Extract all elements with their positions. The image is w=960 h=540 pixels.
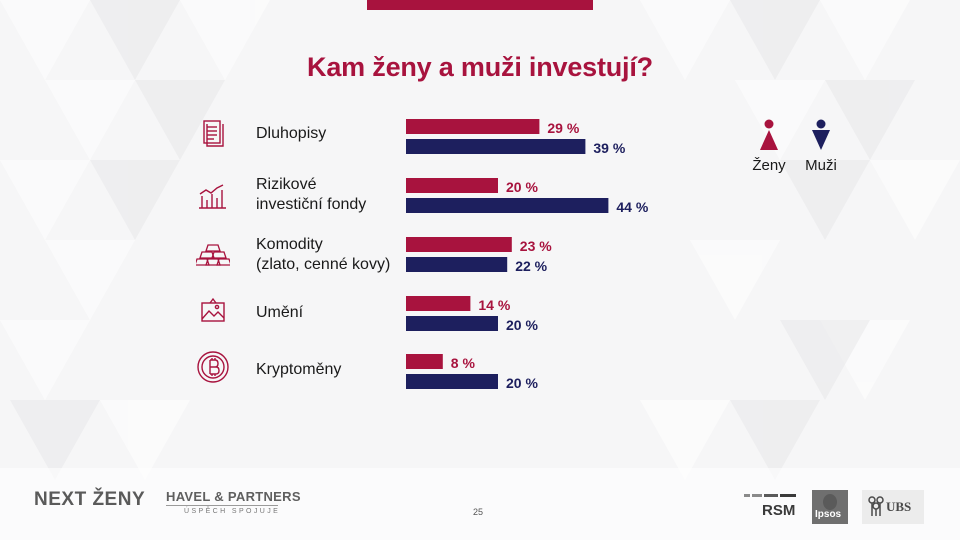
category-label-risky-funds: Rizikové investiční fondy — [256, 176, 367, 213]
legend-women: Ženy — [752, 118, 786, 174]
legend-men: Muži — [804, 118, 838, 174]
value-label-bonds-women: 29 % — [547, 120, 579, 136]
ubs-logo: UBS — [862, 490, 924, 524]
bar-art-women — [406, 296, 471, 311]
bar-art-men — [406, 316, 498, 331]
bar-crypto-men — [406, 374, 498, 389]
legend-men-label: Muži — [805, 157, 837, 174]
value-label-commodities-men: 22 % — [515, 258, 547, 274]
slide-title: Kam ženy a muži investují? — [307, 52, 653, 82]
bar-crypto-women — [406, 354, 443, 369]
page-number: 25 — [473, 507, 484, 517]
rsm-bars-icon — [744, 494, 796, 497]
bar-commodities-men — [406, 257, 508, 272]
value-label-art-men: 20 % — [506, 317, 538, 333]
ipsos-logo-text: Ipsos — [815, 509, 842, 520]
top-accent-bar — [367, 0, 593, 10]
ipsos-logo: Ipsos — [812, 490, 848, 524]
rising-chart-icon — [199, 184, 226, 209]
category-label-art: Umění — [256, 304, 304, 321]
rsm-logo: RSM — [744, 492, 798, 522]
havel-partners-logo: HAVEL & PARTNERS — [166, 489, 301, 504]
rsm-logo-text: RSM — [762, 502, 796, 519]
value-label-crypto-women: 8 % — [451, 355, 476, 371]
value-label-crypto-men: 20 % — [506, 375, 538, 391]
bitcoin-icon — [197, 351, 229, 383]
value-label-risky-funds-women: 20 % — [506, 179, 538, 195]
bar-risky-funds-men — [406, 198, 609, 213]
value-label-risky-funds-men: 44 % — [616, 199, 648, 215]
value-label-commodities-women: 23 % — [520, 238, 552, 254]
ipsos-head-icon — [823, 494, 837, 510]
bar-bonds-men — [406, 139, 586, 154]
bar-commodities-women — [406, 237, 512, 252]
category-label-bonds: Dluhopisy — [256, 125, 327, 142]
ubs-logo-text: UBS — [886, 499, 912, 514]
havel-partners-rule — [166, 505, 278, 506]
bond-document-icon — [203, 120, 224, 147]
bar-risky-funds-women — [406, 178, 498, 193]
man-icon — [812, 119, 830, 150]
gold-bars-icon — [196, 244, 230, 266]
legend-women-label: Ženy — [752, 157, 786, 174]
ubs-keys-icon — [868, 496, 884, 516]
bar-bonds-women — [406, 119, 540, 134]
painting-icon — [201, 297, 225, 322]
value-label-bonds-men: 39 % — [593, 140, 625, 156]
category-label-commodities: Komodity (zlato, cenné kovy) — [256, 236, 391, 273]
next-zeny-logo: NEXT ŽENY — [34, 489, 146, 510]
woman-icon — [760, 119, 778, 150]
category-label-crypto: Kryptoměny — [256, 361, 342, 378]
value-label-art-women: 14 % — [478, 297, 510, 313]
havel-partners-tagline: ÚSPĚCH SPOJUJE — [184, 508, 281, 515]
